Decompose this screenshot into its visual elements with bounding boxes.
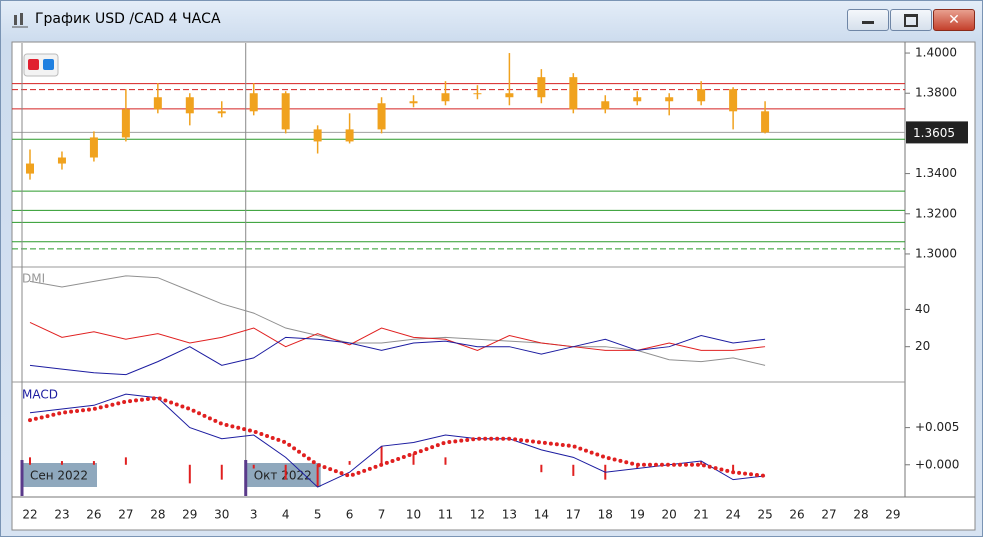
close-button[interactable]: ✕ xyxy=(933,9,975,31)
minimize-button[interactable] xyxy=(847,9,889,31)
last-price-box xyxy=(906,121,968,144)
color-swatch xyxy=(43,59,54,70)
candle-body xyxy=(281,93,290,130)
candle-body xyxy=(345,129,354,142)
candle-body xyxy=(633,97,642,102)
period-label: Окт 2022 xyxy=(254,469,312,483)
period-label: Сен 2022 xyxy=(30,469,88,483)
y-tick-label: 1.3800 xyxy=(915,86,957,100)
x-tick-label: 10 xyxy=(406,508,421,522)
x-tick-label: 12 xyxy=(470,508,485,522)
indicator-line xyxy=(29,321,766,351)
y-tick-label: +0.005 xyxy=(915,420,959,434)
candle-body xyxy=(217,111,226,114)
candle-body xyxy=(601,101,610,110)
last-price-label: 1.3605 xyxy=(913,126,955,140)
x-tick-label: 11 xyxy=(438,508,453,522)
candle-body xyxy=(249,93,258,112)
pane-title: DMI xyxy=(22,272,45,286)
x-tick-label: 21 xyxy=(694,508,709,522)
candle-body xyxy=(313,129,322,142)
x-tick-label: 7 xyxy=(378,508,386,522)
candle-body xyxy=(26,163,34,174)
indicator-line xyxy=(28,395,768,479)
x-tick-label: 26 xyxy=(789,508,804,522)
indicator-line xyxy=(29,334,766,376)
window-title: График USD /CAD 4 ЧАСА xyxy=(35,11,221,27)
x-tick-label: 27 xyxy=(821,508,836,522)
x-tick-label: 6 xyxy=(346,508,354,522)
candle-body xyxy=(729,89,738,112)
x-tick-label: 18 xyxy=(598,508,613,522)
x-tick-label: 5 xyxy=(314,508,322,522)
x-tick-label: 4 xyxy=(282,508,290,522)
chart-area xyxy=(11,41,976,531)
x-tick-label: 13 xyxy=(502,508,517,522)
x-tick-label: 24 xyxy=(725,508,740,522)
candle-body xyxy=(505,93,514,98)
y-tick-label: 1.3000 xyxy=(915,246,957,260)
candle-body xyxy=(441,93,450,102)
y-tick-label: 1.4000 xyxy=(915,46,957,60)
x-tick-label: 19 xyxy=(630,508,645,522)
app-icon xyxy=(12,13,28,28)
candle-body xyxy=(89,137,98,158)
x-tick-label: 25 xyxy=(757,508,772,522)
x-tick-label: 20 xyxy=(662,508,677,522)
period-box xyxy=(246,463,321,487)
x-tick-label: 28 xyxy=(150,508,165,522)
x-tick-label: 23 xyxy=(54,508,69,522)
x-tick-label: 14 xyxy=(534,508,549,522)
period-box xyxy=(23,463,97,487)
candle-body xyxy=(473,93,482,95)
x-tick-label: 29 xyxy=(885,508,900,522)
candle-body xyxy=(153,97,162,110)
y-tick-label: 1.3200 xyxy=(915,206,957,220)
candle-body xyxy=(761,111,770,133)
pane-title: MACD xyxy=(22,388,58,402)
color-swatch xyxy=(28,59,39,70)
candle-body xyxy=(409,101,418,104)
x-tick-label: 30 xyxy=(214,508,229,522)
candle-body xyxy=(569,77,578,110)
y-tick-label: 40 xyxy=(915,302,930,316)
indicator-line xyxy=(29,275,766,366)
candle-body xyxy=(377,103,386,130)
y-tick-label: 20 xyxy=(915,339,930,353)
candle-body xyxy=(57,157,66,164)
x-tick-label: 26 xyxy=(86,508,101,522)
maximize-button[interactable] xyxy=(890,9,932,31)
candle-body xyxy=(185,97,194,114)
candle-body xyxy=(665,97,674,102)
x-tick-label: 29 xyxy=(182,508,197,522)
x-tick-label: 22 xyxy=(22,508,37,522)
x-tick-label: 3 xyxy=(250,508,258,522)
x-tick-label: 27 xyxy=(118,508,133,522)
candle-body xyxy=(537,77,546,98)
candle-body xyxy=(121,109,130,138)
candle-body xyxy=(697,89,706,102)
x-tick-label: 28 xyxy=(853,508,868,522)
y-tick-label: +0.000 xyxy=(915,457,959,471)
y-tick-label: 1.3400 xyxy=(915,166,957,180)
x-tick-label: 17 xyxy=(566,508,581,522)
